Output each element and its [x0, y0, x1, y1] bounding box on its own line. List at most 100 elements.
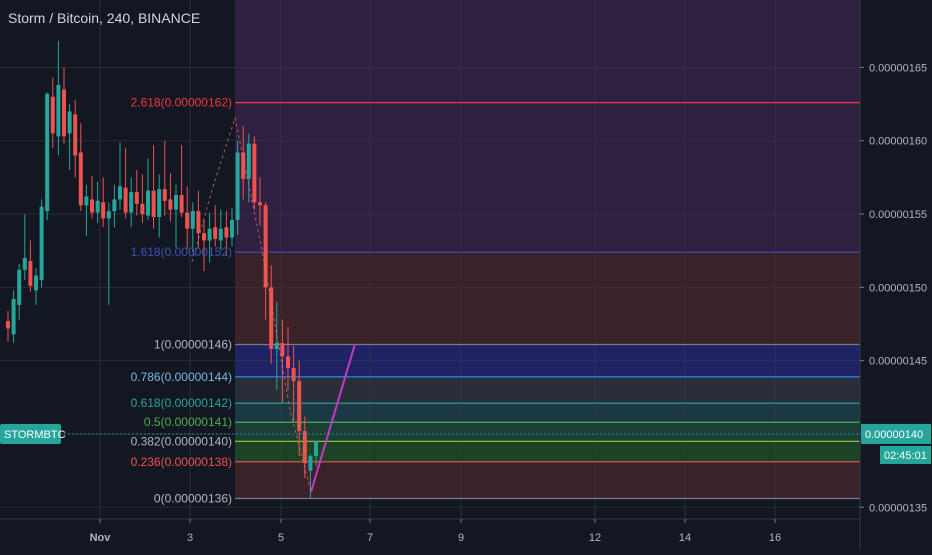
candle-body-35	[202, 233, 206, 241]
x-tick-label-7: 16	[769, 532, 781, 544]
price-tags: STORMBTC 0.00000140 02:45:01	[0, 423, 931, 464]
candle-body-55	[314, 441, 318, 456]
candle-body-51	[291, 367, 296, 382]
fib-band-0.618	[235, 403, 860, 423]
candle-body-38	[218, 228, 223, 241]
price-axis-bg	[860, 0, 932, 550]
fib-bands	[235, 0, 860, 499]
candle-body-33	[190, 211, 195, 229]
countdown-tag	[880, 445, 931, 464]
candle-body-53	[302, 431, 307, 464]
candle-body-7	[45, 93, 50, 212]
candle-body-6	[39, 206, 44, 281]
fib-label-0.618: 0.618(0.00000142)	[131, 396, 232, 410]
candle-body-42	[241, 152, 246, 179]
candle-body-1	[11, 299, 16, 335]
fib-label-1: 1(0.00000146)	[154, 338, 232, 352]
grid	[0, 0, 860, 519]
x-tick-label-6: 14	[679, 532, 691, 544]
x-tick-label-2: 5	[278, 532, 284, 544]
candle-body-27	[157, 189, 162, 217]
candle-body-46	[263, 205, 268, 288]
candle-body-15	[90, 199, 94, 213]
candle-body-34	[196, 211, 201, 234]
candle-body-10	[62, 89, 66, 137]
x-tick-label-5: 12	[589, 532, 601, 544]
candle-body-22	[129, 192, 134, 213]
candle-body-31	[179, 194, 184, 213]
candle-body-8	[50, 96, 55, 134]
candle-body-14	[84, 196, 89, 206]
y-tick-label-3: 0.00000150	[869, 282, 927, 294]
candle-body-29	[168, 199, 173, 210]
fib-label-0.236: 0.236(0.00000138)	[131, 455, 232, 469]
candle-body-36	[207, 228, 212, 241]
candle-body-45	[258, 202, 262, 206]
x-tick-label-0: Nov	[90, 532, 112, 544]
y-tick-label-5: 0.00000160	[869, 136, 927, 148]
candle-body-18	[106, 211, 111, 219]
candle-body-16	[95, 200, 100, 213]
fib-band-0.786	[235, 376, 860, 404]
candle-body-52	[297, 381, 302, 432]
price-tag	[861, 423, 931, 444]
fib-label-0.786: 0.786(0.00000144)	[131, 370, 232, 384]
price-axis: 0.00000135 0.00000140 0.00000145 0.00000150…	[859, 0, 932, 550]
symbol-tag	[0, 423, 61, 444]
x-tick-label-1: 3	[187, 532, 193, 544]
candle-body-43	[246, 143, 251, 179]
fib-label-0.382: 0.382(0.00000140)	[131, 434, 232, 448]
candles	[6, 41, 318, 499]
candle-body-54	[308, 455, 313, 471]
candle-body-19	[112, 199, 117, 212]
candle-body-39	[224, 227, 229, 238]
candle-body-4	[28, 260, 33, 286]
candle-body-24	[140, 203, 145, 215]
candle-body-5	[34, 275, 38, 291]
trend-line	[310, 343, 356, 493]
candle-body-41	[235, 152, 240, 220]
candle-body-11	[67, 111, 72, 134]
fib-label-0.5: 0.5(0.00000141)	[144, 415, 232, 429]
symbol-tag-label: STORMBTC	[4, 429, 66, 441]
candle-body-3	[22, 258, 27, 270]
candle-body-21	[123, 187, 128, 213]
y-tick-label-6: 0.00000165	[869, 62, 927, 74]
y-tick-label-4: 0.00000155	[869, 209, 927, 221]
fib-band-2.618	[235, 102, 860, 253]
candle-body-2	[17, 269, 22, 305]
drawings	[191, 116, 356, 493]
candle-body-44	[252, 143, 257, 203]
candle-body-23	[134, 192, 139, 204]
fib-zigzag	[191, 116, 312, 493]
fib-band-0.382	[235, 441, 860, 462]
fib-label-1.618: 1.618(0.00000152)	[131, 245, 232, 259]
fib-label-0: 0(0.00000136)	[154, 491, 232, 505]
x-tick-label-4: 9	[458, 532, 464, 544]
x-tick-label-3: 7	[367, 532, 373, 544]
candle-body-50	[286, 356, 290, 368]
fib-band-0.5	[235, 422, 860, 442]
fib-band-1.618	[235, 252, 860, 345]
candle-body-12	[73, 114, 78, 156]
fib-labels: 0(0.00000136) 0.236(0.00000138) 0.382(0.00…	[131, 96, 232, 506]
candle-body-32	[185, 212, 190, 229]
fib-label-2.618: 2.618(0.00000162)	[131, 96, 232, 110]
fib-band-top	[235, 0, 860, 103]
candle-body-37	[213, 227, 218, 239]
candle-body-20	[118, 186, 122, 200]
y-tick-label-0: 0.00000135	[869, 502, 927, 514]
candle-body-13	[78, 152, 83, 206]
candle-body-26	[151, 190, 156, 217]
candle-body-28	[162, 189, 167, 201]
fib-band-0	[235, 461, 860, 499]
candle-body-25	[146, 190, 150, 216]
price-tag-label: 0.00000140	[865, 429, 923, 441]
candle-body-30	[174, 194, 178, 210]
candle-body-49	[280, 343, 285, 357]
candle-body-40	[230, 219, 234, 238]
chart-title: Storm / Bitcoin, 240, BINANCE	[8, 10, 201, 26]
fib-lines	[235, 102, 860, 500]
